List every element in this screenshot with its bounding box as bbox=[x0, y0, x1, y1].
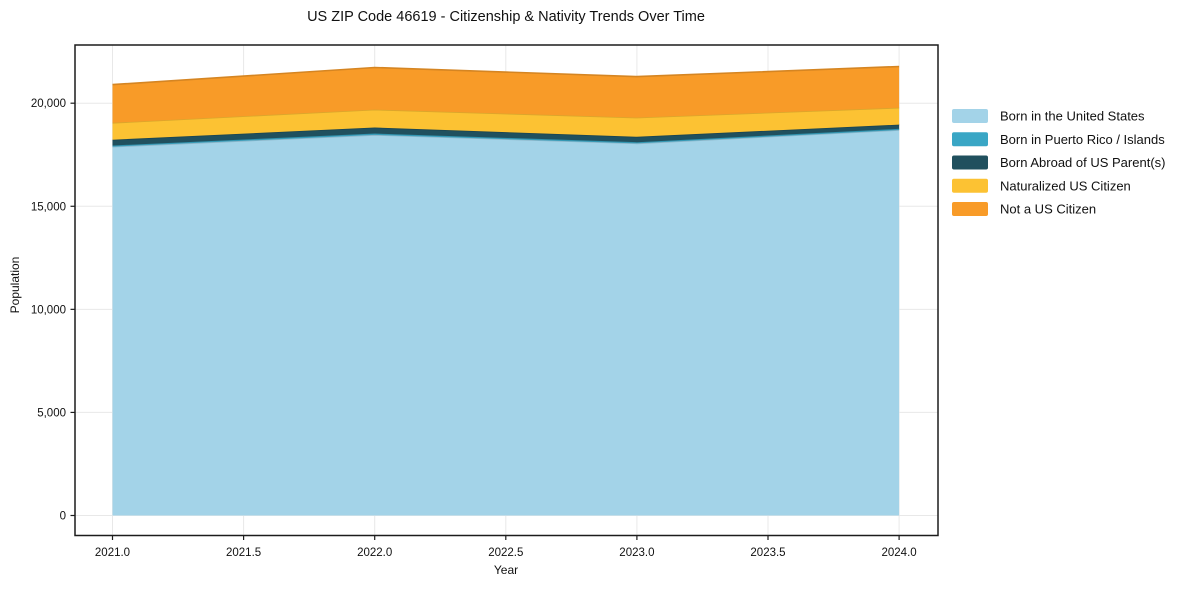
tick-marks bbox=[70, 102, 900, 540]
x-tick-label: 2022.5 bbox=[488, 547, 523, 559]
area-band bbox=[112, 66, 900, 123]
x-tick-label: 2021.5 bbox=[226, 547, 261, 559]
legend-item: Born in the United States bbox=[952, 109, 1145, 124]
axes-box bbox=[74, 44, 939, 537]
x-tick-label: 2022.0 bbox=[357, 547, 392, 559]
legend: Born in the United States Born in Puerto … bbox=[952, 109, 1165, 217]
x-axis-label: Year bbox=[493, 563, 519, 577]
area-top-edge bbox=[112, 65, 900, 86]
tick-labels: 2021.0 2021.5 2022.0 2022.5 2023.0 2023.5 2024… bbox=[31, 98, 917, 559]
y-tick-label: 0 bbox=[60, 511, 66, 523]
legend-item: Naturalized US Citizen bbox=[952, 178, 1131, 193]
legend-label: Born Abroad of US Parent(s) bbox=[1000, 155, 1165, 170]
legend-swatch bbox=[952, 109, 988, 123]
legend-swatch bbox=[952, 178, 988, 193]
y-tick-label: 5,000 bbox=[37, 407, 66, 419]
legend-label: Born in the United States bbox=[1000, 109, 1145, 124]
y-axis-label: Population bbox=[8, 256, 22, 314]
legend-swatch bbox=[952, 202, 988, 216]
legend-item: Not a US Citizen bbox=[952, 202, 1096, 217]
y-tick-label: 20,000 bbox=[31, 98, 66, 110]
x-tick-label: 2023.0 bbox=[619, 547, 654, 559]
x-tick-label: 2023.5 bbox=[750, 547, 785, 559]
x-tick-label: 2021.0 bbox=[95, 547, 130, 559]
legend-item: Born in Puerto Rico / Islands bbox=[952, 132, 1165, 147]
legend-label: Naturalized US Citizen bbox=[1000, 178, 1131, 193]
y-tick-label: 15,000 bbox=[31, 201, 66, 213]
legend-item: Born Abroad of US Parent(s) bbox=[952, 155, 1165, 170]
area-band bbox=[112, 124, 900, 146]
area-series-group bbox=[112, 65, 900, 516]
area-band bbox=[112, 130, 900, 516]
area-band bbox=[112, 128, 900, 147]
y-tick-label: 10,000 bbox=[31, 304, 66, 316]
legend-swatch bbox=[952, 132, 988, 147]
chart-title: US ZIP Code 46619 - Citizenship & Nativi… bbox=[307, 9, 705, 25]
legend-label: Not a US Citizen bbox=[1000, 202, 1096, 217]
legend-label: Born in Puerto Rico / Islands bbox=[1000, 132, 1165, 147]
legend-swatch bbox=[952, 155, 988, 170]
x-tick-label: 2024.0 bbox=[882, 547, 917, 559]
